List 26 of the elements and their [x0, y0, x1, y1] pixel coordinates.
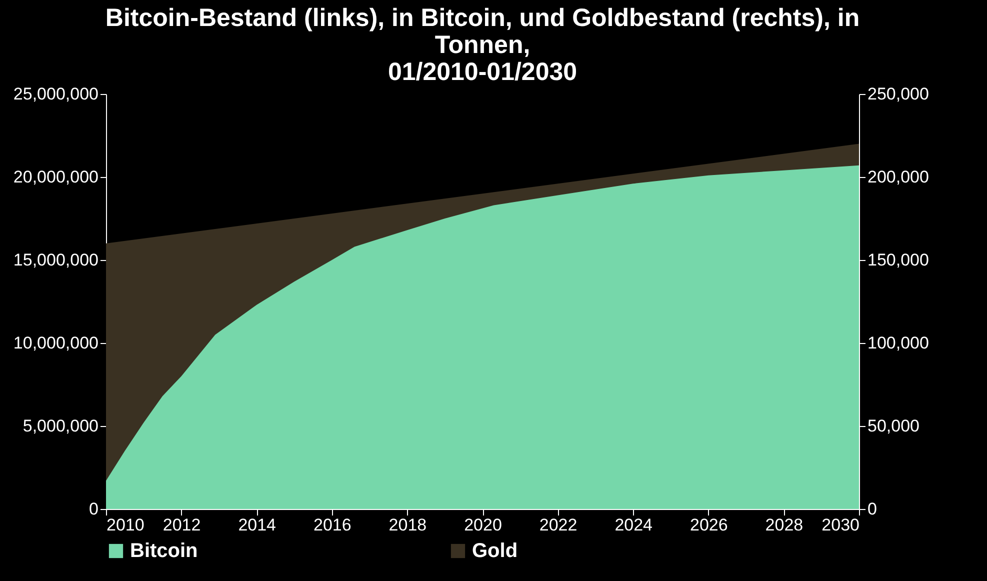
x-tick-label: 2024	[614, 516, 653, 534]
x-tick-label: 2018	[388, 516, 427, 534]
y-tick-label: 0	[89, 500, 98, 518]
y2-tick-label: 100,000	[868, 334, 929, 352]
y-tick-label: 10,000,000	[13, 334, 98, 352]
x-tick-label: 2030	[822, 516, 860, 534]
y2-tick-label: 200,000	[868, 168, 929, 186]
y-tick-label: 20,000,000	[13, 168, 98, 186]
y-tick-label: 15,000,000	[13, 250, 98, 270]
x-tick-label: 2012	[162, 516, 201, 534]
y2-tick-label: 250,000	[868, 84, 929, 104]
y-tick-label: 25,000,000	[13, 84, 98, 104]
x-tick-label: 2028	[765, 516, 804, 534]
x-tick-label: 2020	[464, 516, 502, 534]
x-tick-label: 2026	[690, 516, 728, 534]
y2-tick-label: 50,000	[868, 416, 920, 436]
chart-title: Bitcoin-Bestand (links), in Bitcoin, und Goldbestand (rechts), in Tonnen, 01/2010-01/2030	[105, 4, 860, 86]
x-tick-label: 2014	[238, 516, 276, 534]
legend-label: Gold	[472, 540, 518, 562]
x-tick-label: 2022	[539, 516, 578, 534]
x-tick-label: 2010	[106, 516, 144, 534]
legend-label: Bitcoin	[130, 540, 198, 562]
y2-tick-label: 0	[868, 500, 877, 518]
y2-tick-label: 150,000	[868, 250, 929, 270]
x-tick-label: 2016	[313, 516, 352, 534]
y-tick-label: 5,000,000	[22, 416, 98, 436]
